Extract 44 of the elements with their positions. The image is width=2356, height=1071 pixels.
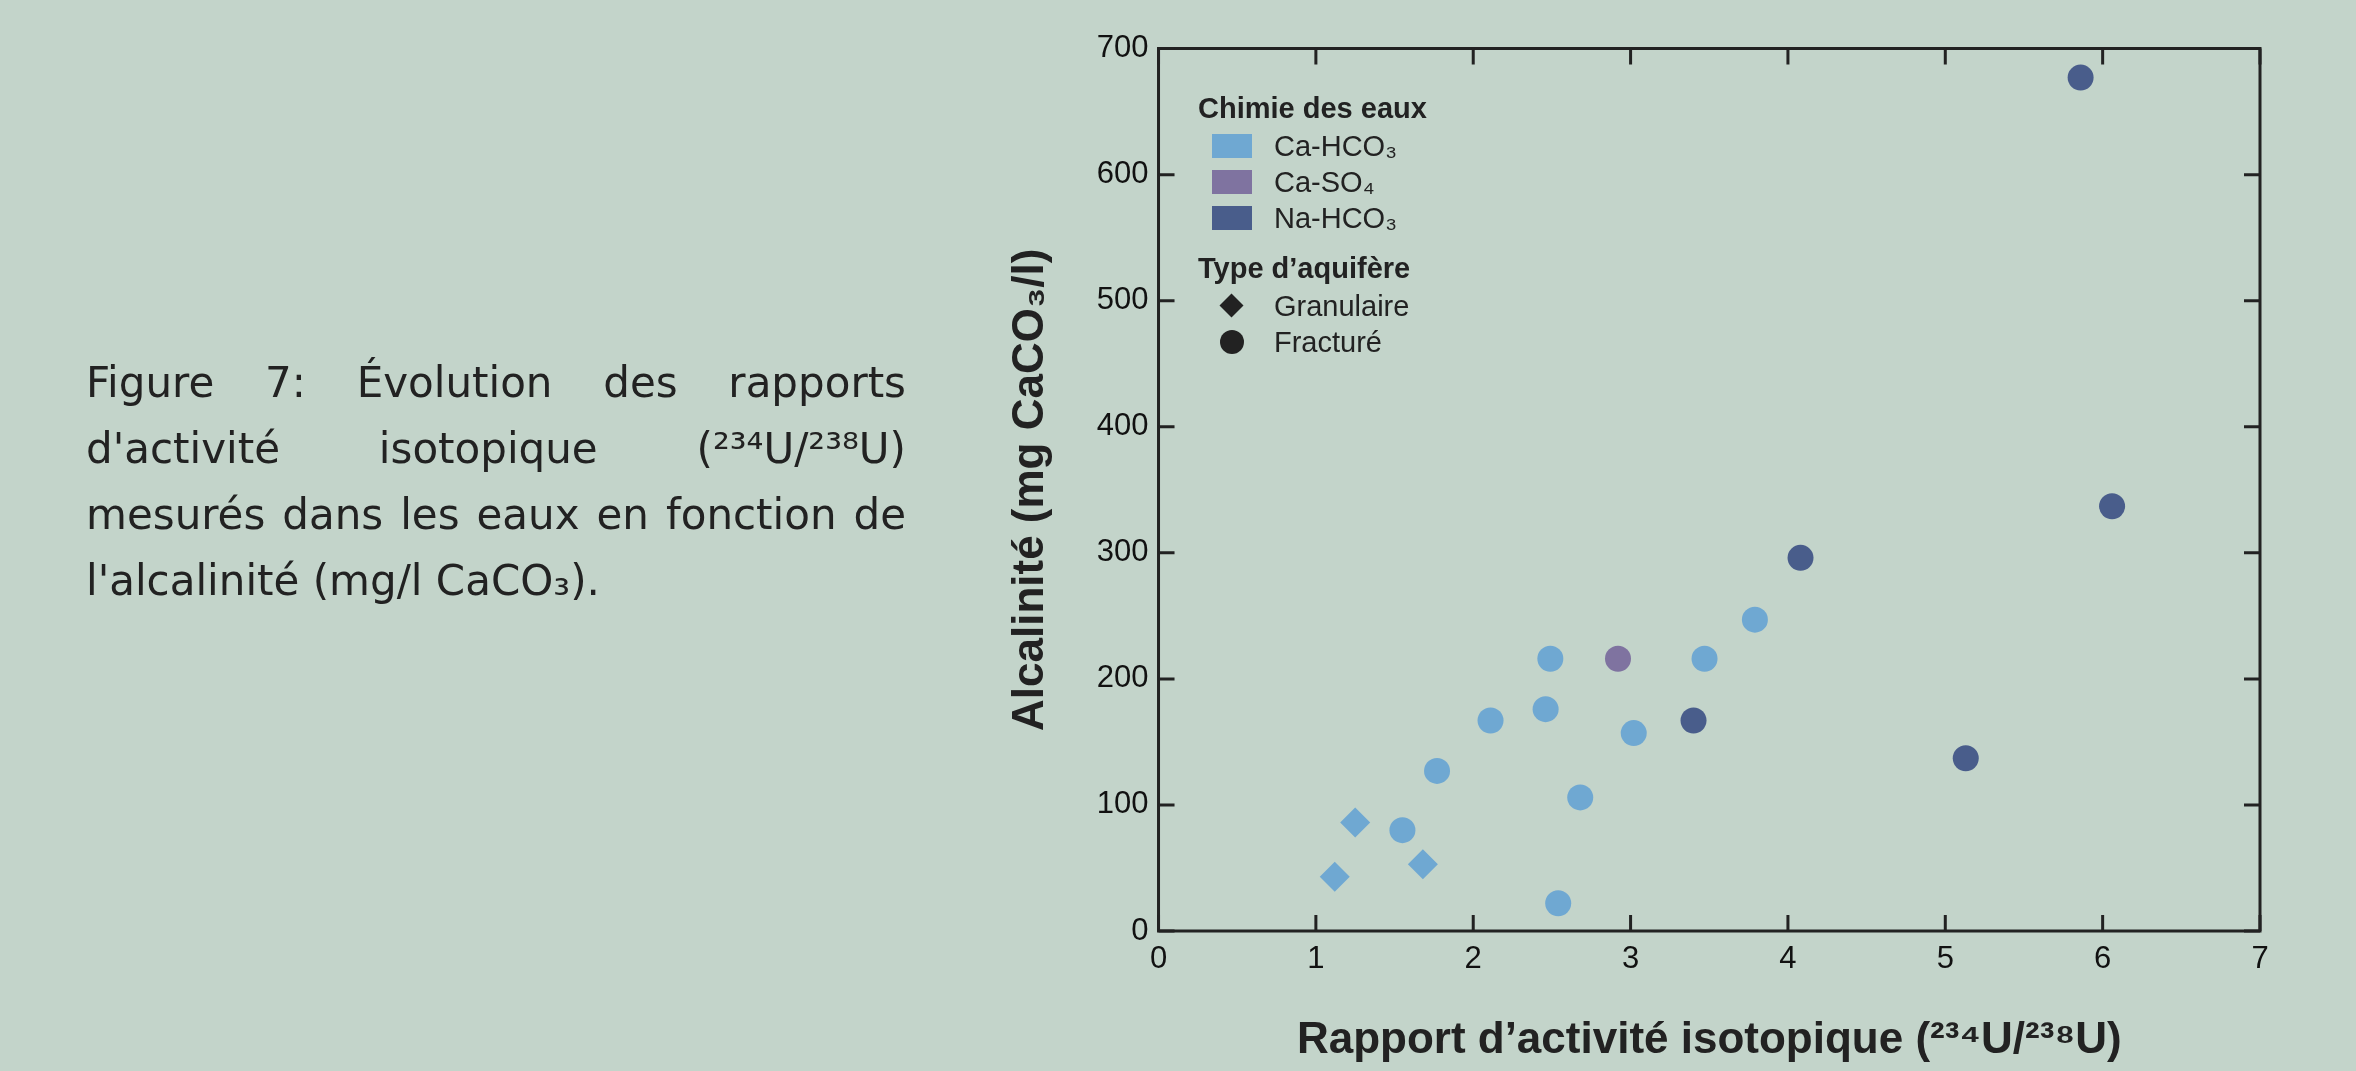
legend-label: Ca-SO₄ (1274, 165, 1375, 200)
point (2067, 64, 2094, 91)
legend-title: Chimie des eaux (1198, 91, 1427, 126)
x-tick-label: 6 (2094, 940, 2112, 976)
y-tick-label: 600 (1096, 155, 1149, 191)
point (1691, 645, 1718, 672)
y-tick-label: 100 (1096, 785, 1149, 821)
legend-label: Na-HCO₃ (1274, 201, 1397, 236)
x-tick-label: 4 (1779, 940, 1797, 976)
point (1605, 645, 1631, 672)
annotation: Fracturé (1274, 325, 1382, 360)
x-tick-label: 2 (1464, 940, 1482, 976)
y-tick-label: 0 (1131, 911, 1149, 947)
point (1537, 645, 1564, 672)
point (2099, 493, 2126, 520)
y-tick-label: 300 (1096, 533, 1149, 569)
y-tick-label: 700 (1096, 29, 1149, 65)
point (1340, 807, 1371, 838)
x-axis-title: Rapport d’activité isotopique (²³⁴U/²³⁸U) (1296, 1012, 2122, 1062)
point (1389, 817, 1416, 844)
x-tick-label: 5 (1936, 940, 1954, 976)
y-axis-title: Alcalinité (mg CaCO₃/l) (1002, 248, 1052, 732)
point (1952, 745, 1979, 772)
point (1545, 890, 1572, 917)
legend-label: Ca-HCO₃ (1274, 129, 1397, 164)
point (1477, 707, 1504, 734)
x-tick-label: 7 (2251, 940, 2269, 976)
text: Figure 7: Évolution des rapports d'activité isotopique (²³⁴U/²³⁸U) mesurés dans les eaux en fonction de l'alcalinité (mg/l CaCO₃). (86, 356, 906, 607)
point (1680, 707, 1707, 734)
point (1567, 784, 1594, 811)
y-tick-label: 500 (1096, 281, 1149, 317)
point (1620, 720, 1647, 747)
x-tick-label: 3 (1621, 940, 1640, 976)
point (1741, 606, 1768, 633)
point (1424, 757, 1451, 784)
point (1407, 849, 1438, 880)
point (1787, 544, 1814, 571)
annotation: Granulaire (1274, 289, 1410, 324)
x-tick-label: 1 (1307, 940, 1325, 976)
point (1532, 696, 1559, 723)
y-tick-label: 400 (1096, 407, 1149, 443)
annotation: Type d’aquifère (1198, 251, 1412, 286)
point (1319, 861, 1350, 892)
y-tick-label: 200 (1096, 659, 1149, 695)
